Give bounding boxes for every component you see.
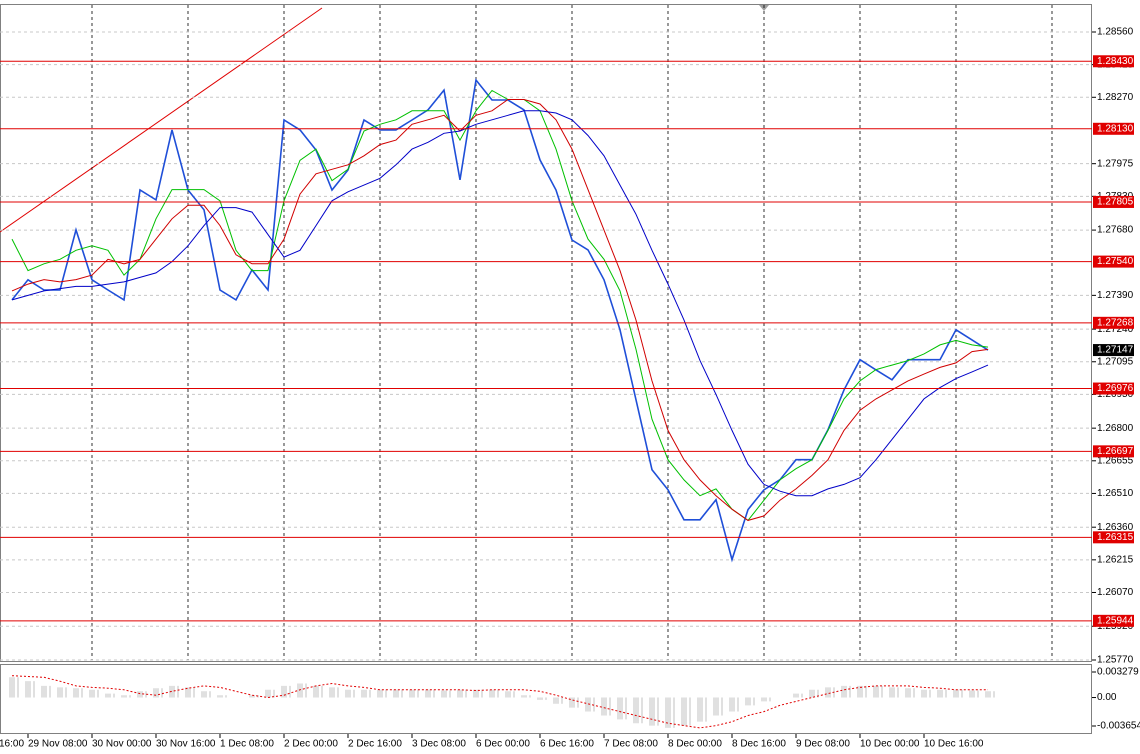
level-label-box <box>1093 445 1134 458</box>
level-label-box <box>1093 255 1134 268</box>
level-label: 1.28130 <box>1097 123 1134 134</box>
x-tick-label: 3 Dec 08:00 <box>412 739 466 750</box>
x-tick-label: 8 Dec 16:00 <box>732 739 786 750</box>
level-label: 1.26315 <box>1097 532 1134 543</box>
current-price-box <box>1093 344 1134 357</box>
level-label: 1.28430 <box>1097 56 1134 67</box>
x-tick-label: 2 Dec 00:00 <box>284 739 338 750</box>
level-label-box <box>1093 195 1134 208</box>
y-tick-label: 1.27095 <box>1097 356 1134 367</box>
y-tick-label: 1.26070 <box>1097 587 1134 598</box>
x-tick-label: 6 Dec 16:00 <box>540 739 594 750</box>
x-tick-label: 2 Dec 16:00 <box>348 739 402 750</box>
level-label-box <box>1093 316 1134 329</box>
level-label-box <box>1093 55 1134 68</box>
level-label: 1.26976 <box>1097 383 1134 394</box>
level-label-box <box>1093 382 1134 395</box>
y-tick-label: 1.28560 <box>1097 27 1134 38</box>
y-tick-label: 1.26655 <box>1097 455 1134 466</box>
level-label-box <box>1093 122 1134 135</box>
y-tick-label: 1.28270 <box>1097 92 1134 103</box>
x-tick-label: 30 Nov 16:00 <box>156 739 216 750</box>
x-tick-label: 16:00 <box>0 739 24 750</box>
x-tick-label: 10 Dec 00:00 <box>860 739 920 750</box>
x-tick-label: 8 Dec 00:00 <box>668 739 722 750</box>
y-tick-label: 1.26215 <box>1097 554 1134 565</box>
x-tick-label: 7 Dec 08:00 <box>604 739 658 750</box>
current-price-label: 1.27147 <box>1097 345 1134 356</box>
plot-frame <box>0 4 1092 662</box>
signal-line <box>11 675 988 729</box>
level-label: 1.27540 <box>1097 256 1134 267</box>
x-tick-label: 30 Nov 00:00 <box>92 739 152 750</box>
y-tick-label: 1.26360 <box>1097 522 1134 533</box>
x-tick-label: 29 Nov 08:00 <box>28 739 88 750</box>
moving-average <box>11 99 989 521</box>
level-label-box <box>1093 531 1134 544</box>
y-tick-label: 1.26510 <box>1097 488 1134 499</box>
moving-average <box>11 89 989 522</box>
level-label: 1.27805 <box>1097 197 1134 208</box>
level-label: 1.27268 <box>1097 317 1134 328</box>
y-tick-label: 1.27390 <box>1097 290 1134 301</box>
x-tick-label: 1 Dec 08:00 <box>220 739 274 750</box>
y-tick-label: 0.00 <box>1097 692 1117 703</box>
moving-average <box>11 110 989 497</box>
trend-line <box>0 7 323 233</box>
y-tick-label: 1.25770 <box>1097 655 1134 666</box>
y-tick-label: 0.003279 <box>1097 667 1139 678</box>
x-tick-label: 6 Dec 00:00 <box>476 739 530 750</box>
level-label: 1.25944 <box>1097 615 1134 626</box>
x-tick-label: 10 Dec 16:00 <box>924 739 984 750</box>
y-tick-label: 1.26800 <box>1097 423 1134 434</box>
y-tick-label: -0.003654 <box>1097 721 1140 732</box>
level-label-box <box>1093 614 1134 627</box>
y-tick-label: 1.27240 <box>1097 324 1134 335</box>
level-label: 1.26697 <box>1097 446 1134 457</box>
y-tick-label: 1.27680 <box>1097 225 1134 236</box>
x-tick-label: 9 Dec 08:00 <box>796 739 850 750</box>
y-tick-label: 1.27975 <box>1097 158 1134 169</box>
indicator-frame <box>0 664 1092 734</box>
